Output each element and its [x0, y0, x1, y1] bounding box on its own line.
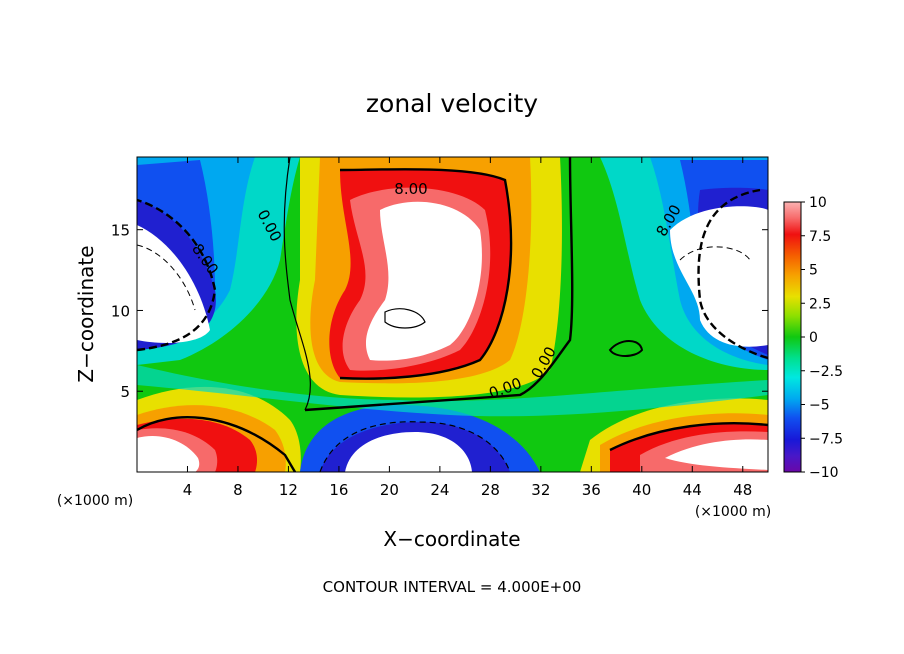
x-tick-label: 20 — [380, 481, 399, 499]
x-tick-label: 12 — [279, 481, 298, 499]
colorbar-tick-label: 5 — [809, 263, 818, 279]
y-axis-ticks: 5 10 15 — [111, 222, 768, 401]
x-tick-label: 32 — [531, 481, 550, 499]
y-axis-label: Z−coordinate — [74, 245, 98, 382]
x-axis-ticks: 4 8 12 16 20 24 28 32 36 40 44 48 — [183, 157, 752, 499]
y-tick-label: 15 — [111, 222, 130, 240]
x-tick-label: 44 — [683, 481, 702, 499]
x-tick-label: 24 — [430, 481, 449, 499]
colorbar-tick-label: −5 — [809, 398, 830, 414]
contour-interval-note: CONTOUR INTERVAL = 4.000E+00 — [323, 578, 582, 596]
x-tick-label: 40 — [632, 481, 651, 499]
colorbar-tick-label: 0 — [809, 330, 818, 346]
x-tick-label: 8 — [233, 481, 243, 499]
chart-title: zonal velocity — [366, 89, 538, 118]
contour-lines — [137, 157, 768, 472]
heatmap-field — [137, 157, 768, 472]
colorbar-tick-label: −2.5 — [809, 364, 843, 380]
colorbar-ticks: 10 7.5 5 2.5 0 −2.5 −5 −7.5 −10 — [801, 195, 843, 481]
x-unit-label-left: (×1000 m) — [57, 493, 133, 509]
colorbar — [783, 201, 802, 473]
contour-label: 8.00 — [394, 180, 427, 198]
x-unit-label-right: (×1000 m) — [695, 504, 771, 520]
x-tick-label: 28 — [481, 481, 500, 499]
x-tick-label: 16 — [329, 481, 348, 499]
x-tick-label: 4 — [183, 481, 193, 499]
colorbar-tick-label: −7.5 — [809, 431, 843, 447]
colorbar-tick-label: 7.5 — [809, 229, 831, 245]
colorbar-tick-label: 10 — [809, 195, 827, 211]
x-tick-label: 48 — [733, 481, 752, 499]
y-tick-label: 10 — [111, 302, 130, 320]
plot-frame — [136, 156, 769, 473]
colorbar-tick-label: −10 — [809, 465, 839, 481]
x-tick-label: 36 — [582, 481, 601, 499]
colorbar-tick-label: 2.5 — [809, 296, 831, 312]
y-tick-label: 5 — [120, 383, 130, 401]
x-axis-label: X−coordinate — [383, 527, 520, 551]
